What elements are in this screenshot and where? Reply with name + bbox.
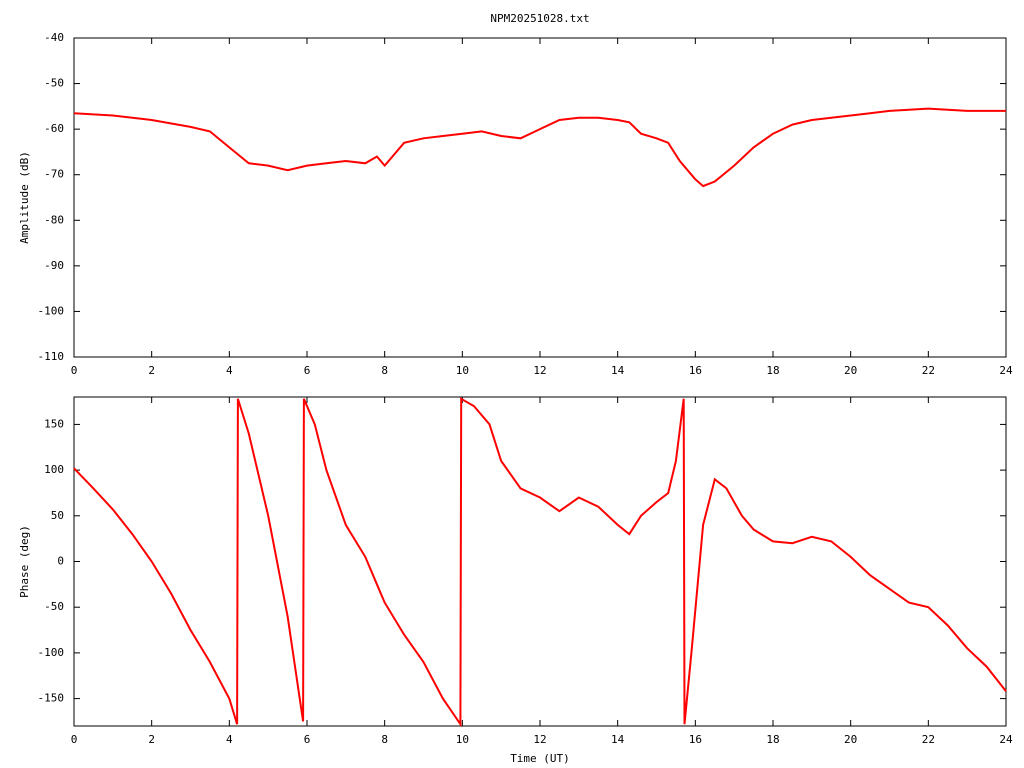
y-tick-label: -40: [44, 31, 64, 44]
y-tick-label: 100: [44, 463, 64, 476]
data-line: [73, 397, 1007, 728]
plot-frame: [73, 37, 1007, 358]
x-tick-label: 10: [456, 733, 469, 746]
x-tick-label: 6: [304, 364, 311, 377]
x-tick-label: 20: [844, 733, 857, 746]
x-tick-label: 18: [766, 364, 779, 377]
y-tick-label: -90: [44, 259, 64, 272]
data-line: [73, 107, 1006, 188]
y-tick-label: -100: [38, 304, 65, 317]
x-tick-label: 24: [999, 733, 1013, 746]
x-tick-label: 8: [381, 364, 388, 377]
x-tick-label: 10: [456, 364, 469, 377]
y-tick-label: -110: [38, 350, 65, 363]
chart-title: NPM20251028.txt: [490, 12, 589, 25]
plot-frame: [73, 396, 1007, 727]
y-tick-label: 50: [51, 509, 64, 522]
y-tick-label: -50: [44, 77, 64, 90]
x-tick-label: 4: [226, 733, 233, 746]
x-tick-label: 0: [71, 733, 78, 746]
x-tick-label: 6: [304, 733, 311, 746]
x-tick-label: 2: [148, 364, 155, 377]
x-tick-label: 22: [922, 364, 935, 377]
x-axis-label: Time (UT): [510, 752, 570, 765]
y-tick-label: -80: [44, 213, 64, 226]
x-tick-label: 16: [689, 364, 702, 377]
y-tick-label: 0: [57, 555, 64, 568]
x-tick-label: 12: [533, 364, 546, 377]
x-tick-label: 0: [71, 364, 78, 377]
x-tick-label: 18: [766, 733, 779, 746]
y-tick-label: -70: [44, 168, 64, 181]
y-tick-label: 150: [44, 417, 64, 430]
x-tick-label: 12: [533, 733, 546, 746]
x-tick-label: 14: [611, 364, 625, 377]
x-tick-label: 4: [226, 364, 233, 377]
x-tick-label: 22: [922, 733, 935, 746]
x-tick-label: 14: [611, 733, 625, 746]
x-tick-label: 2: [148, 733, 155, 746]
y-axis-label: Phase (deg): [18, 525, 31, 598]
x-tick-label: 16: [689, 733, 702, 746]
x-tick-label: 24: [999, 364, 1013, 377]
x-tick-label: 8: [381, 733, 388, 746]
y-axis-label: Amplitude (dB): [18, 151, 31, 244]
y-tick-label: -60: [44, 122, 64, 135]
y-tick-label: -100: [38, 646, 65, 659]
y-tick-label: -50: [44, 600, 64, 613]
y-tick-label: -150: [38, 692, 65, 705]
x-tick-label: 20: [844, 364, 857, 377]
